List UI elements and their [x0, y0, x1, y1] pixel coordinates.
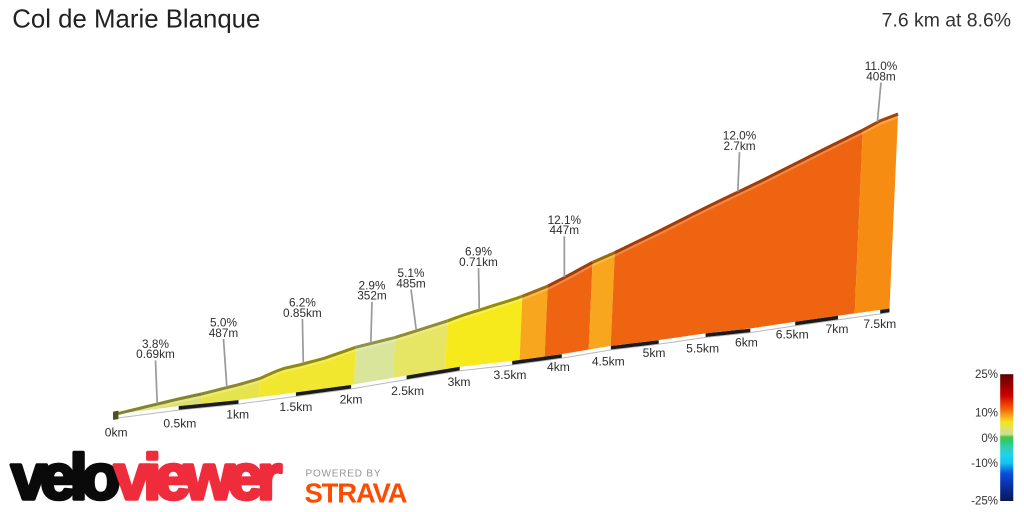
svg-text:1km: 1km: [226, 407, 249, 421]
svg-text:12.0%: 12.0%: [723, 129, 757, 143]
svg-text:0.85km: 0.85km: [283, 306, 322, 320]
svg-text:5.5km: 5.5km: [686, 342, 719, 356]
svg-text:6.9%: 6.9%: [465, 245, 492, 259]
svg-text:12.1%: 12.1%: [548, 213, 582, 227]
svg-text:487m: 487m: [209, 326, 239, 340]
svg-text:0km: 0km: [105, 426, 128, 440]
svg-text:STRAVA: STRAVA: [305, 478, 408, 509]
svg-text:6.2%: 6.2%: [289, 296, 316, 310]
svg-text:POWERED BY: POWERED BY: [306, 469, 382, 480]
svg-text:7km: 7km: [826, 322, 849, 336]
svg-text:3.5km: 3.5km: [494, 368, 527, 382]
svg-text:Col de Marie Blanque: Col de Marie Blanque: [12, 6, 260, 34]
svg-text:5.1%: 5.1%: [398, 266, 425, 280]
svg-text:11.0%: 11.0%: [865, 59, 898, 73]
svg-text:2.9%: 2.9%: [359, 278, 386, 292]
svg-text:2.5km: 2.5km: [391, 384, 424, 398]
svg-text:2km: 2km: [340, 392, 363, 406]
svg-text:408m: 408m: [866, 69, 896, 83]
svg-text:6.5km: 6.5km: [776, 327, 809, 341]
svg-text:4km: 4km: [547, 360, 570, 374]
svg-text:-25%: -25%: [971, 496, 998, 508]
svg-text:7.6 km at 8.6%: 7.6 km at 8.6%: [882, 10, 1011, 32]
svg-text:5km: 5km: [643, 346, 666, 360]
svg-text:485m: 485m: [396, 276, 426, 290]
svg-text:0%: 0%: [981, 433, 998, 445]
svg-text:6km: 6km: [735, 336, 758, 350]
svg-text:-10%: -10%: [971, 458, 998, 470]
svg-text:veloviewer: veloviewer: [11, 441, 281, 512]
svg-text:2.7km: 2.7km: [723, 139, 755, 153]
svg-text:25%: 25%: [975, 369, 998, 381]
svg-text:3km: 3km: [448, 375, 471, 389]
svg-text:0.69km: 0.69km: [136, 347, 175, 361]
svg-text:3.8%: 3.8%: [142, 337, 169, 351]
svg-text:1.5km: 1.5km: [279, 400, 312, 414]
svg-text:7.5km: 7.5km: [863, 317, 896, 331]
svg-text:5.0%: 5.0%: [210, 316, 237, 330]
svg-text:447m: 447m: [550, 223, 580, 237]
svg-text:4.5km: 4.5km: [592, 354, 625, 368]
svg-text:0.5km: 0.5km: [163, 416, 196, 430]
svg-text:352m: 352m: [357, 289, 387, 303]
svg-text:10%: 10%: [975, 407, 998, 419]
svg-text:0.71km: 0.71km: [459, 255, 498, 269]
